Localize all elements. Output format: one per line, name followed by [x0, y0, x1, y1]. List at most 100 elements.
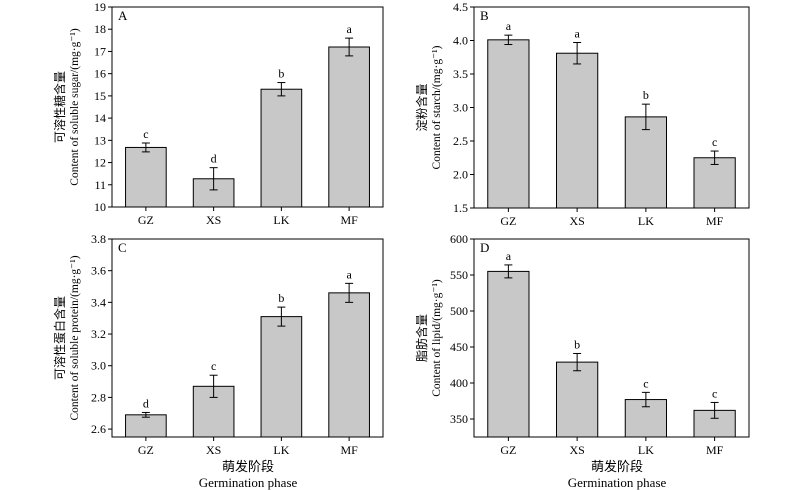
y-tick-label: 500 [450, 304, 468, 318]
error-bar-mf [710, 401, 719, 419]
x-label-en-left: Germination phase [199, 475, 298, 490]
panel-letter: C [118, 240, 127, 255]
x-tick-label-gz: GZ [500, 443, 516, 457]
y-tick-label: 3.8 [91, 232, 106, 246]
error-bar-mf [345, 282, 354, 303]
y-tick-label: 13 [94, 133, 106, 147]
error-bar-mf [345, 37, 354, 57]
x-tick-label-lk: LK [273, 443, 289, 457]
sig-letter-xs: b [574, 337, 580, 351]
error-bar-gz [504, 34, 513, 46]
bar-lk [260, 316, 303, 438]
x-tick-label-xs: XS [206, 213, 221, 227]
error-bar-xs [209, 167, 218, 191]
y-tick-label: 3.6 [91, 264, 106, 278]
x-tick-label-lk: LK [273, 213, 289, 227]
y-tick-label: 3.0 [453, 101, 468, 115]
sig-letter-gz: a [506, 249, 512, 263]
sig-letter-gz: d [143, 396, 149, 410]
y-tick-label: 3.4 [91, 295, 106, 309]
bar-lk [624, 399, 667, 438]
y-tick-label: 2.5 [453, 134, 468, 148]
x-tick-label-xs: XS [569, 443, 584, 457]
y-tick-label: 16 [94, 67, 106, 81]
error-bar-mf [710, 150, 719, 165]
y-tick-label: 15 [94, 89, 106, 103]
y-tick-label: 350 [450, 412, 468, 426]
plot-frame [111, 238, 384, 438]
x-tick-label-mf: MF [340, 213, 358, 227]
y-tick-label: 3.5 [453, 67, 468, 81]
plot-frame [111, 6, 384, 208]
bar-mf [328, 292, 370, 438]
panel-letter: B [480, 8, 489, 23]
y-tick-label: 1.5 [453, 201, 468, 215]
y-tick-label: 600 [450, 232, 468, 246]
sig-letter-gz: c [143, 127, 148, 141]
x-tick-label-gz: GZ [138, 213, 154, 227]
sig-letter-xs: a [574, 27, 580, 41]
bar-xs [556, 52, 599, 209]
chart-panel-d: a GZ b XS c LK c MF 350 400 450 500 550 600 D 脂肪含量 Conte… [414, 232, 750, 457]
y-label-cn: 脂肪含量 [414, 314, 429, 362]
x-label-cn-right: 萌发阶段 [591, 459, 643, 474]
error-bar-gz [504, 264, 513, 279]
y-tick-label: 3.0 [91, 359, 106, 373]
panel-letter: D [480, 240, 489, 255]
bar-xs [556, 361, 599, 438]
error-bar-xs [573, 42, 582, 65]
sig-letter-mf: c [712, 386, 717, 400]
y-tick-label: 4.5 [453, 0, 468, 14]
chart-panel-a: c GZ d XS b LK a MF 10 11 12 13 14 15 16 17 18 19 A 可溶性糖含量 C… [52, 0, 384, 227]
bar-lk [260, 88, 303, 208]
y-label-cn: 可溶性蛋白含量 [52, 296, 67, 380]
error-bar-xs [573, 352, 582, 372]
bar-mf [328, 46, 370, 208]
error-bar-lk [641, 103, 650, 131]
x-tick-label-mf: MF [706, 443, 724, 457]
panel-letter: A [118, 8, 128, 23]
y-tick-label: 10 [94, 200, 106, 214]
x-tick-label-mf: MF [340, 443, 358, 457]
chart-panel-c: d GZ c XS b LK a MF 2.6 2.8 3.0 3.2 3.4 3.6 3.8 C 可溶性蛋白含… [52, 232, 384, 457]
sig-letter-mf: a [346, 22, 352, 36]
y-tick-label: 11 [94, 178, 106, 192]
y-label-en: Content of starch/(mg·g⁻¹) [431, 45, 443, 169]
y-tick-label: 2.8 [91, 390, 106, 404]
y-label-en: Content of soluble sugar/(mg·g⁻¹) [69, 28, 81, 186]
error-bar-lk [641, 391, 650, 408]
bar-gz [487, 39, 530, 209]
y-tick-label: 14 [94, 111, 106, 125]
error-bar-lk [277, 82, 286, 97]
y-tick-label: 4.0 [453, 34, 468, 48]
y-tick-label: 12 [94, 156, 106, 170]
y-tick-label: 550 [450, 268, 468, 282]
y-tick-label: 450 [450, 340, 468, 354]
bar-gz [125, 146, 167, 208]
chart-panel-b: a GZ a XS b LK c MF 1.5 2.0 2.5 3.0 3.5 4.0 4.5 B 淀粉含量 Co… [414, 0, 750, 228]
sig-letter-xs: d [211, 152, 217, 166]
bar-lk [624, 116, 667, 209]
plot-frame [473, 6, 750, 209]
x-label-cn-left: 萌发阶段 [222, 459, 274, 474]
error-bar-lk [277, 306, 286, 327]
y-tick-label: 18 [94, 22, 106, 36]
sig-letter-lk: b [278, 291, 284, 305]
y-tick-label: 17 [94, 44, 106, 58]
y-tick-label: 19 [94, 0, 106, 14]
plot-frame [473, 238, 750, 438]
x-tick-label-gz: GZ [500, 214, 516, 228]
y-tick-label: 2.0 [453, 168, 468, 182]
x-tick-label-xs: XS [569, 214, 584, 228]
bar-gz [125, 414, 167, 438]
y-tick-label: 3.2 [91, 327, 106, 341]
y-label-en: Content of lipid/(mg·g⁻¹) [431, 279, 443, 397]
x-tick-label-lk: LK [638, 214, 654, 228]
x-label-en-right: Germination phase [568, 475, 667, 490]
y-label-cn: 淀粉含量 [414, 83, 429, 131]
error-bar-xs [209, 374, 218, 398]
bar-gz [487, 270, 530, 438]
x-tick-label-lk: LK [638, 443, 654, 457]
y-label-cn: 可溶性糖含量 [52, 71, 67, 143]
